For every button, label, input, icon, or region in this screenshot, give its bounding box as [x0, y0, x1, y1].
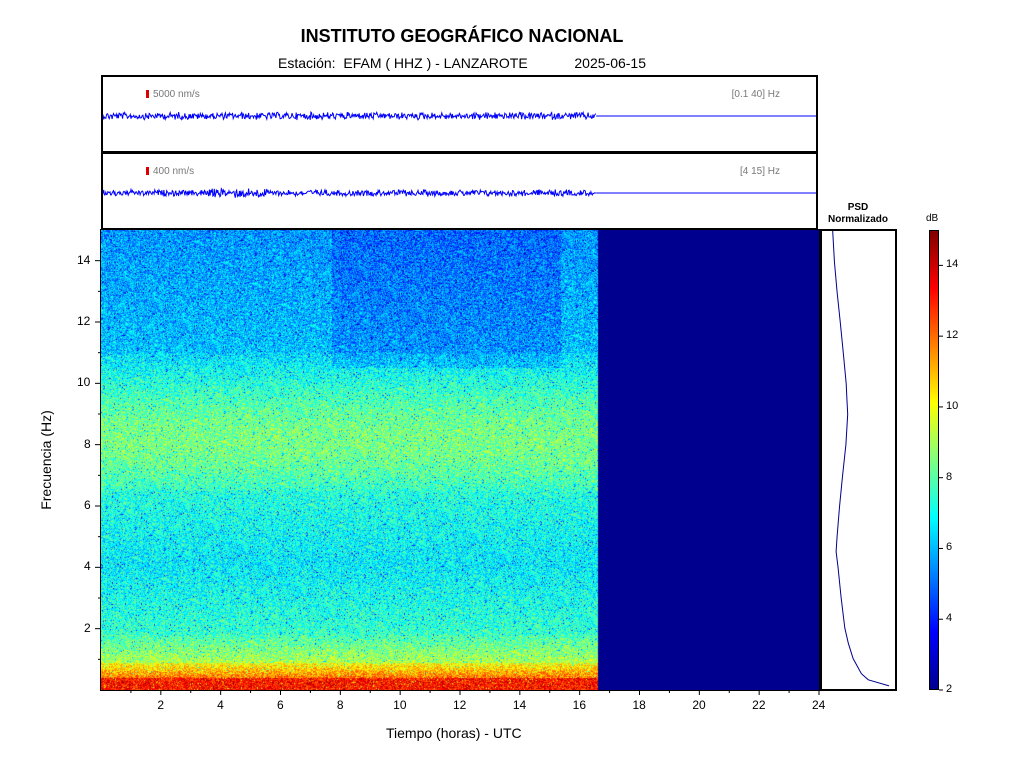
y-tick-label: 12 [77, 314, 91, 328]
y-tick-label: 6 [84, 498, 91, 512]
scale-bar-1 [146, 90, 149, 98]
colorbar-tick-label: 4 [946, 612, 953, 625]
x-tick-label: 16 [572, 698, 587, 712]
station-prefix: Estación: [277, 55, 336, 71]
psd-title: PSD Normalizado [815, 202, 901, 226]
x-tick-label: 22 [752, 698, 766, 712]
y-tick-label: 4 [84, 559, 91, 574]
psd-title-line1: PSD [847, 202, 869, 213]
psd-title-line2: Normalizado [827, 214, 888, 225]
band-label-2: [4 15] Hz [739, 166, 780, 177]
spectrogram-canvas [101, 230, 819, 690]
scale-bar-2 [146, 167, 149, 175]
colorbar-tick-label: 12 [946, 329, 959, 342]
station-subtitle: Estación: EFAM ( HHZ ) - LANZAROTE 2025-… [0, 55, 924, 71]
colorbar-tick-label: 10 [946, 399, 959, 412]
station-name: EFAM ( HHZ ) - LANZAROTE [343, 55, 528, 71]
x-tick-label: 2 [157, 698, 165, 712]
band-label-1: [0.1 40] Hz [731, 89, 780, 100]
y-tick-label: 10 [77, 375, 91, 390]
x-tick-label: 24 [812, 698, 826, 712]
psd-panel [820, 229, 897, 691]
x-tick-label: 6 [277, 698, 284, 712]
trace-svg-2 [103, 187, 816, 199]
trace-panel-filtered: 400 nm/s [4 15] Hz [101, 152, 818, 230]
colorbar-tick-label: 14 [946, 258, 959, 271]
page-title: INSTITUTO GEOGRÁFICO NACIONAL [300, 26, 624, 46]
scale-label-1: 5000 nm/s [153, 89, 200, 100]
seismic-trace-2 [103, 187, 597, 199]
trace-svg-1 [103, 110, 816, 122]
x-tick-label: 20 [692, 698, 706, 712]
seismic-trace-1 [103, 110, 597, 122]
x-tick-label: 10 [393, 698, 407, 712]
colorbar-tick-label: 6 [946, 541, 953, 554]
x-tick-label: 14 [512, 698, 527, 712]
y-tick-label: 8 [84, 436, 91, 451]
y-tick-label: 14 [77, 252, 91, 267]
colorbar-unit: dB [926, 213, 939, 224]
scale-label-2: 400 nm/s [153, 166, 195, 177]
psd-curve-svg [832, 231, 890, 687]
colorbar [929, 230, 939, 690]
y-axis-title: Frecuencia (Hz) [38, 410, 54, 510]
x-tick-label: 4 [217, 698, 224, 712]
trace-panel-broadband: 5000 nm/s [0.1 40] Hz [101, 75, 818, 153]
colorbar-tick-label: 2 [946, 683, 953, 695]
x-tick-label: 8 [336, 698, 344, 712]
x-axis-title: Tiempo (horas) - UTC [386, 725, 522, 741]
x-tick-label: 12 [453, 698, 467, 712]
spectrogram [100, 229, 820, 691]
colorbar-tick-label: 8 [946, 470, 953, 483]
psd-curve [832, 231, 890, 687]
y-tick-label: 2 [84, 620, 91, 635]
x-tick-label: 18 [632, 698, 646, 712]
date-label: 2025-06-15 [574, 55, 647, 71]
